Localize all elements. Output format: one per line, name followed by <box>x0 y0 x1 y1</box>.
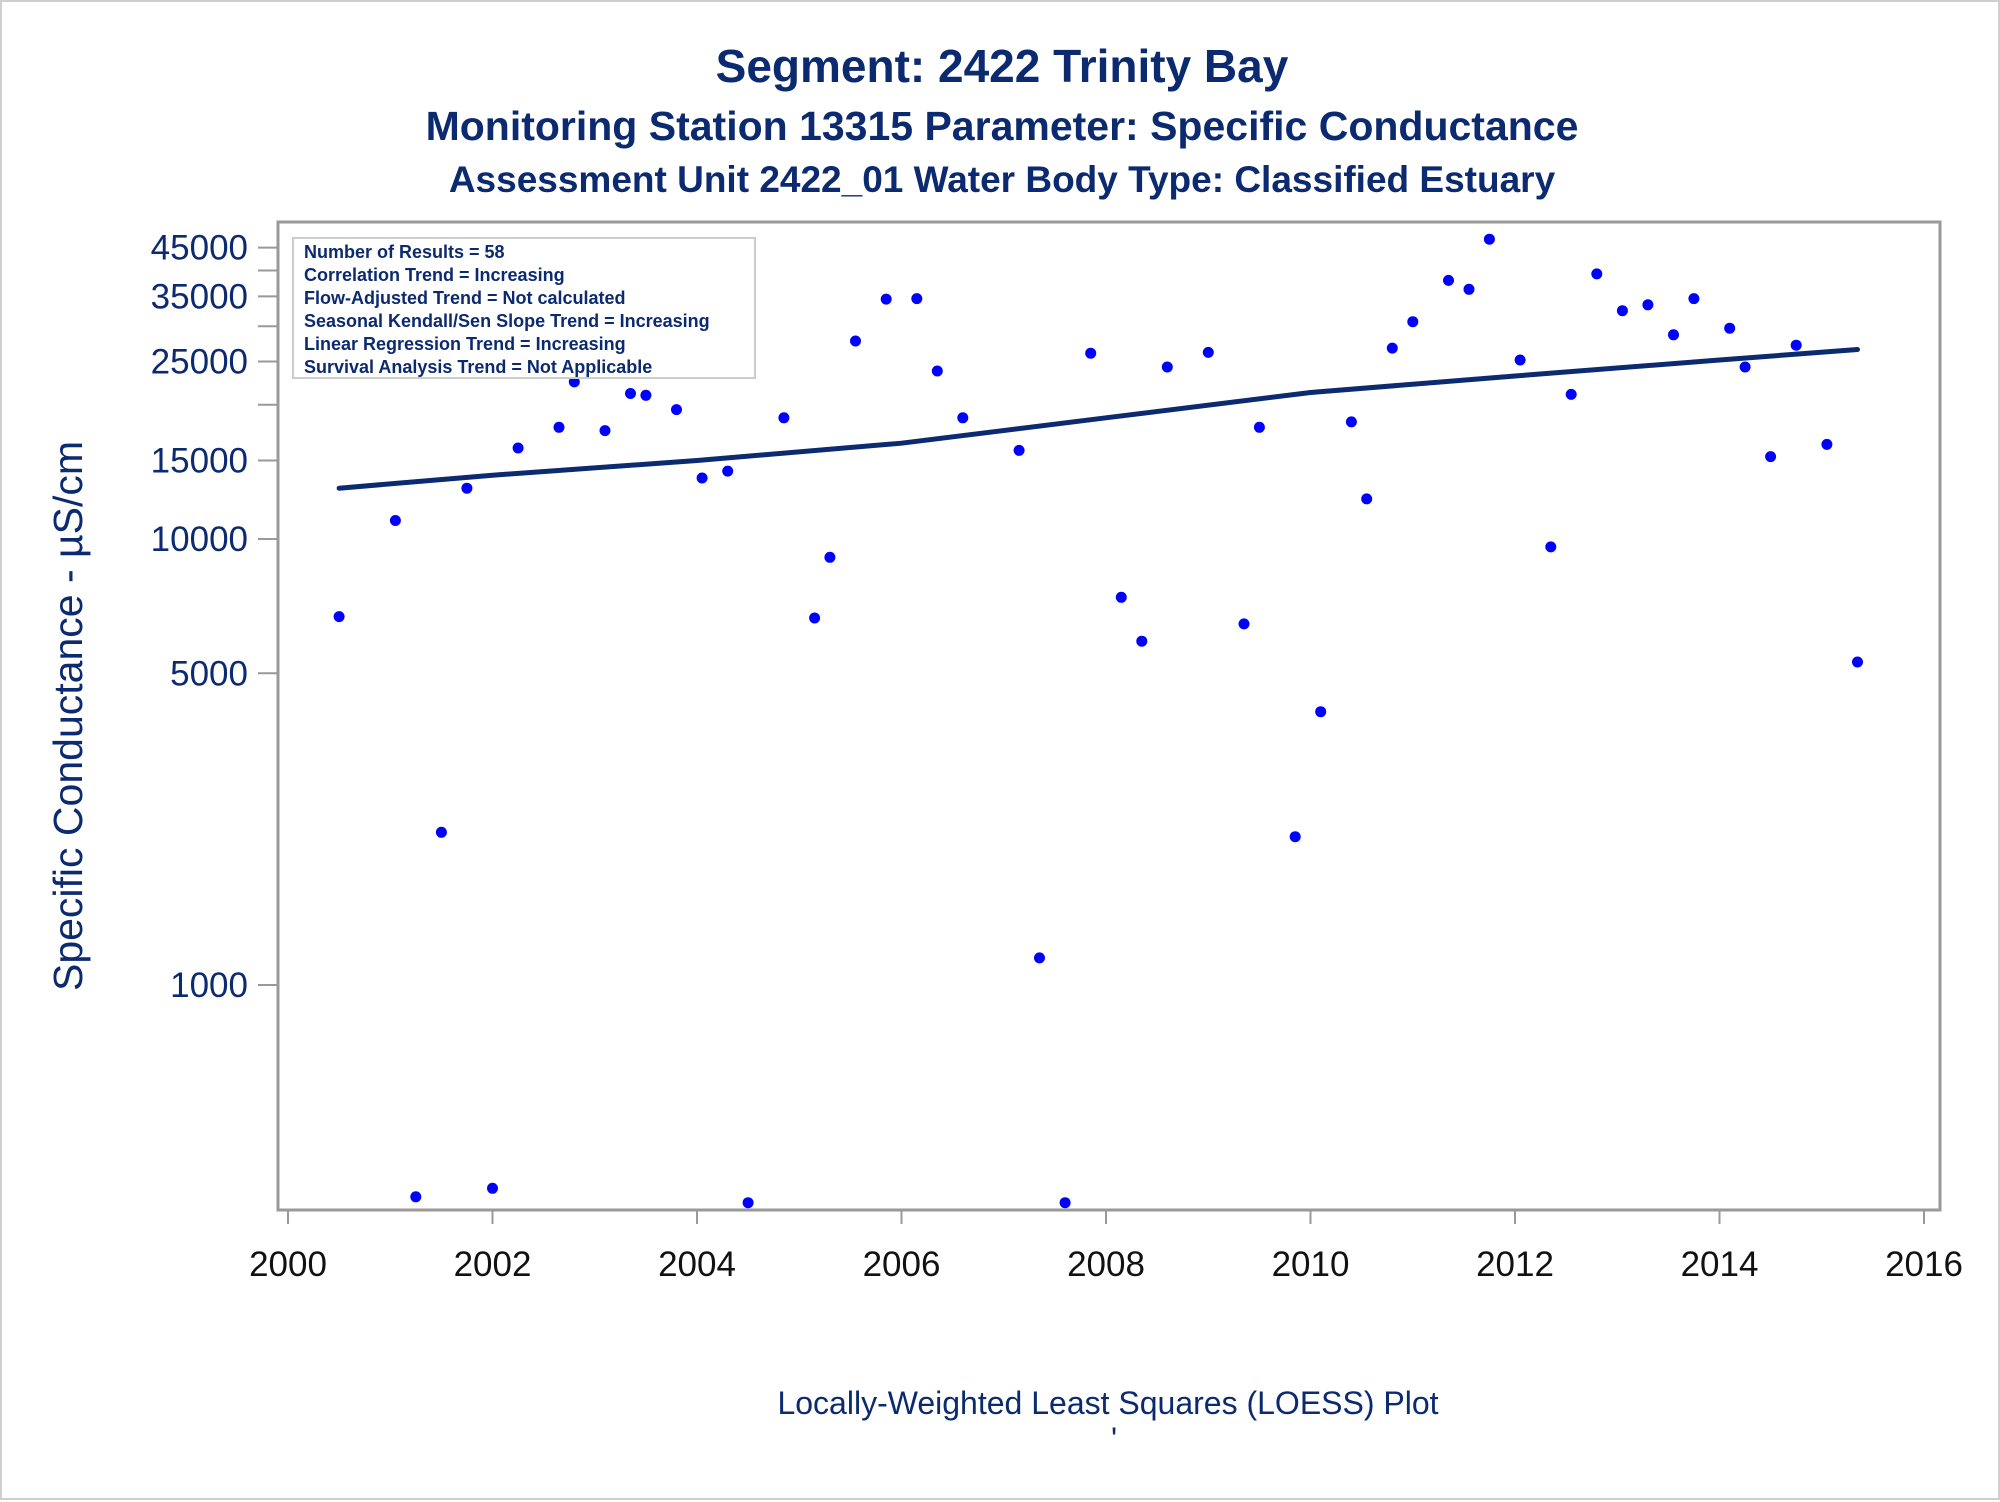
chart-footnote: Locally-Weighted Least Squares (LOESS) P… <box>777 1385 1438 1421</box>
data-point <box>1688 293 1700 305</box>
data-point <box>1724 322 1736 334</box>
data-point <box>1085 347 1097 359</box>
x-tick-label: 2010 <box>1272 1245 1350 1284</box>
chart-subtitle-assessment: Assessment Unit 2422_01 Water Body Type:… <box>449 159 1556 200</box>
stats-number-of-results: Number of Results = 58 <box>304 242 505 262</box>
data-point <box>1616 305 1628 317</box>
data-point <box>1739 361 1751 373</box>
data-point <box>625 388 636 399</box>
y-tick-label: 25000 <box>151 343 248 382</box>
data-point <box>742 1197 754 1209</box>
y-axis-label: Specific Conductance - µS/cm <box>45 441 91 991</box>
footnote-mark: ' <box>1111 1421 1117 1457</box>
data-point <box>1386 342 1398 354</box>
data-point <box>1591 268 1603 280</box>
y-tick-label: 1000 <box>170 966 248 1005</box>
stats-survival-analysis-trend: Survival Analysis Trend = Not Applicable <box>304 357 652 377</box>
data-point <box>461 482 473 494</box>
y-tick-label: 35000 <box>151 277 248 316</box>
data-point <box>1136 635 1148 647</box>
data-point <box>1668 329 1679 341</box>
data-point <box>1315 706 1327 718</box>
data-point <box>1642 299 1654 311</box>
x-tick-label: 2004 <box>658 1245 736 1284</box>
data-point <box>1565 388 1577 400</box>
data-point <box>824 551 836 563</box>
data-points-group <box>333 233 1863 1209</box>
data-point <box>333 611 345 623</box>
data-point <box>1238 618 1250 630</box>
chart-title: Segment: 2422 Trinity Bay <box>716 40 1289 92</box>
data-point <box>435 826 447 838</box>
data-point <box>696 472 708 484</box>
x-tick-label: 2006 <box>863 1245 941 1284</box>
x-tick-label: 2000 <box>249 1245 327 1284</box>
plot-area-frame <box>276 220 1942 1212</box>
data-point <box>1790 339 1802 351</box>
data-point <box>1034 952 1045 964</box>
x-tick-label: 2016 <box>1885 1245 1963 1284</box>
data-point <box>599 425 611 437</box>
data-point <box>931 365 943 377</box>
data-point <box>1202 346 1214 358</box>
y-tick-label: 10000 <box>151 520 248 559</box>
data-point <box>1514 354 1526 366</box>
data-point <box>809 612 821 624</box>
data-point <box>1443 274 1454 286</box>
stats-linear-regression-trend: Linear Regression Trend = Increasing <box>304 334 626 354</box>
data-point <box>850 335 861 347</box>
data-point <box>1059 1197 1071 1209</box>
stats-flow-adjusted-trend: Flow-Adjusted Trend = Not calculated <box>304 288 626 308</box>
y-tick-label: 5000 <box>170 654 248 693</box>
y-axis: 1000 5000 10000 15000 25000 35000 45000 <box>151 229 278 1005</box>
data-point <box>1345 416 1357 428</box>
stats-correlation-trend: Correlation Trend = Increasing <box>304 265 565 285</box>
data-point <box>410 1191 422 1203</box>
data-point <box>1115 591 1127 603</box>
data-point <box>722 465 734 477</box>
data-point <box>568 376 580 388</box>
x-tick-label: 2002 <box>454 1245 532 1284</box>
data-point <box>778 412 790 424</box>
chart-subtitle-station: Monitoring Station 13315 Parameter: Spec… <box>426 103 1579 149</box>
data-point <box>1289 831 1301 843</box>
data-point <box>1852 656 1863 668</box>
y-tick-label: 15000 <box>151 441 248 480</box>
data-point <box>1161 361 1173 373</box>
data-point <box>389 515 401 526</box>
stats-box: Number of Results = 58 Correlation Trend… <box>292 237 756 379</box>
data-point <box>640 389 652 401</box>
data-point <box>1483 233 1495 245</box>
data-point <box>1407 316 1419 328</box>
data-point <box>553 421 565 433</box>
data-point <box>1013 444 1025 456</box>
stats-box-frame <box>292 237 756 379</box>
trend-line-group <box>336 347 1860 491</box>
x-tick-label: 2014 <box>1681 1245 1759 1284</box>
data-point <box>1463 283 1475 295</box>
x-tick-label: 2012 <box>1476 1245 1554 1284</box>
data-point <box>957 412 969 424</box>
data-point <box>671 404 682 416</box>
trend-line <box>336 347 1860 491</box>
data-point <box>512 442 524 454</box>
data-point <box>487 1182 498 1194</box>
data-point <box>880 293 892 305</box>
data-point <box>911 293 923 305</box>
x-tick-label: 2008 <box>1067 1245 1145 1284</box>
data-point <box>1253 421 1265 433</box>
x-axis: 2000 2002 2004 2006 2008 2010 2012 2014 2016 <box>249 1210 1963 1284</box>
data-point <box>1821 438 1833 450</box>
stats-seasonal-kendall-trend: Seasonal Kendall/Sen Slope Trend = Incre… <box>304 311 710 331</box>
y-tick-label: 45000 <box>151 229 248 268</box>
data-point <box>1765 451 1777 463</box>
data-point <box>1361 493 1373 505</box>
data-point <box>1545 541 1557 553</box>
